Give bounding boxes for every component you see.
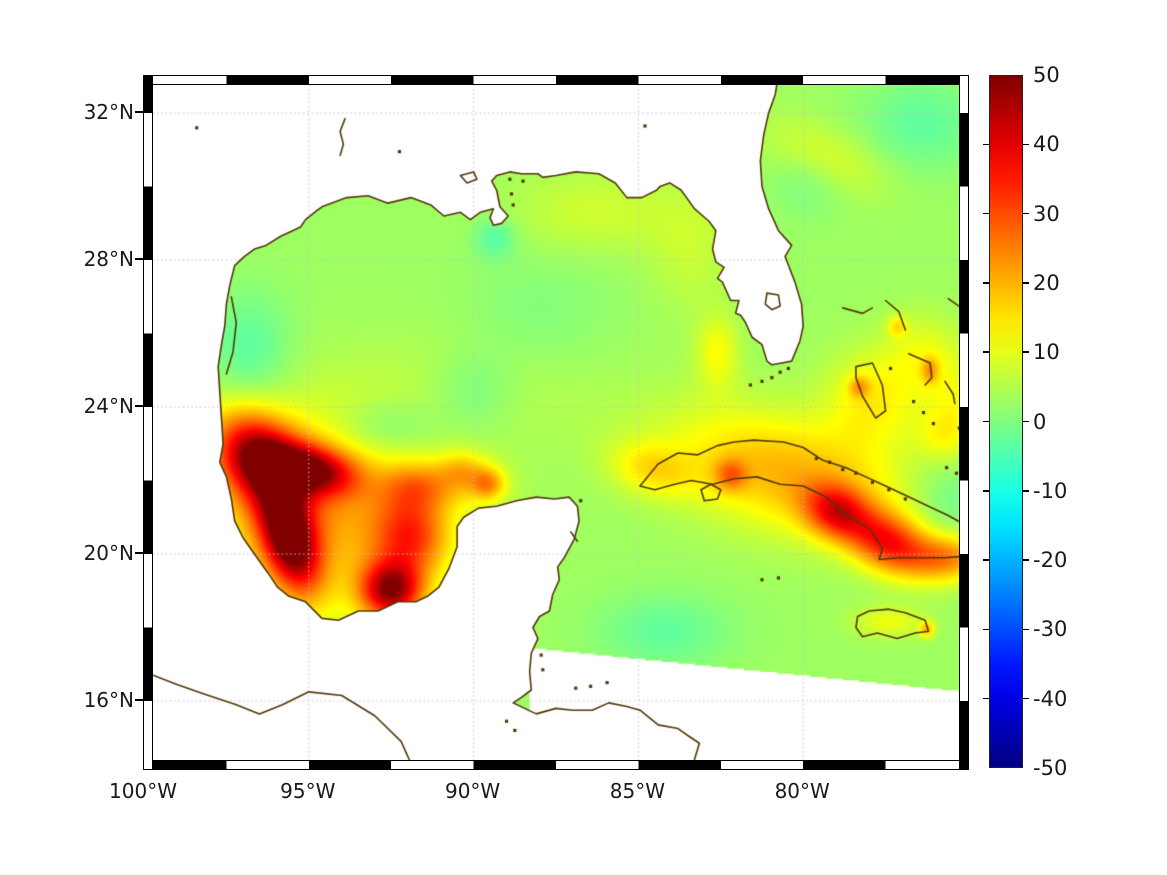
- colorbar-tick-label: 30: [1033, 201, 1060, 226]
- colorbar-tick-label: 0: [1033, 409, 1047, 434]
- colorbar-tick-mark: [1023, 697, 1029, 700]
- colorbar-tick-label: -10: [1033, 478, 1068, 503]
- colorbar-tick-label: -20: [1033, 548, 1068, 573]
- y-tick-mark: [135, 552, 143, 555]
- colorbar-tick-label: -50: [1033, 756, 1068, 780]
- x-tick-label: 80°W: [774, 779, 830, 803]
- x-tick-label: 90°W: [444, 779, 501, 803]
- geo-field-canvas: [144, 76, 968, 769]
- colorbar: [989, 75, 1023, 768]
- y-tick-label: 32°N: [83, 100, 134, 125]
- map-axes: [143, 75, 969, 770]
- colorbar-tick-mark: [1023, 212, 1029, 215]
- colorbar-tick-mark: [1023, 490, 1029, 492]
- colorbar-tick-mark: [983, 282, 989, 284]
- colorbar-tick-mark: [1023, 351, 1029, 353]
- colorbar-tick-mark: [983, 212, 989, 215]
- colorbar-tick-mark: [983, 559, 989, 561]
- colorbar-tick-mark: [983, 490, 989, 492]
- colorbar-tick-label: 20: [1033, 270, 1060, 295]
- x-tick-label: 85°W: [609, 779, 665, 803]
- colorbar-tick-label: -40: [1033, 686, 1068, 711]
- y-tick-mark: [135, 699, 143, 702]
- y-tick-label: 16°N: [83, 688, 134, 713]
- y-tick-mark: [135, 111, 143, 114]
- frame-checker-left: [144, 76, 153, 769]
- y-tick-mark: [135, 258, 143, 261]
- x-tick-label: 100°W: [109, 779, 177, 803]
- colorbar-tick-mark: [983, 697, 989, 700]
- colorbar-tick-mark: [1023, 628, 1029, 631]
- frame-checker-bottom: [144, 760, 968, 769]
- colorbar-tick-label: 10: [1033, 340, 1060, 365]
- colorbar-tick-label: 40: [1033, 132, 1060, 157]
- frame-checker-top: [144, 76, 968, 85]
- colorbar-tick-mark: [1023, 282, 1029, 284]
- colorbar-tick-label: -30: [1033, 617, 1068, 642]
- colorbar-tick-mark: [983, 351, 989, 353]
- colorbar-tick-mark: [983, 143, 989, 146]
- y-tick-label: 28°N: [83, 247, 134, 272]
- y-tick-label: 20°N: [83, 541, 134, 566]
- colorbar-tick-mark: [1023, 420, 1029, 423]
- frame-checker-right: [959, 76, 968, 769]
- x-tick-label: 95°W: [280, 779, 336, 803]
- colorbar-tick-label: 50: [1033, 63, 1060, 87]
- colorbar-tick-mark: [983, 420, 989, 423]
- colorbar-tick-mark: [1023, 559, 1029, 561]
- colorbar-tick-mark: [1023, 143, 1029, 146]
- colorbar-tick-mark: [983, 628, 989, 631]
- y-tick-mark: [135, 405, 143, 408]
- y-tick-label: 24°N: [83, 394, 134, 419]
